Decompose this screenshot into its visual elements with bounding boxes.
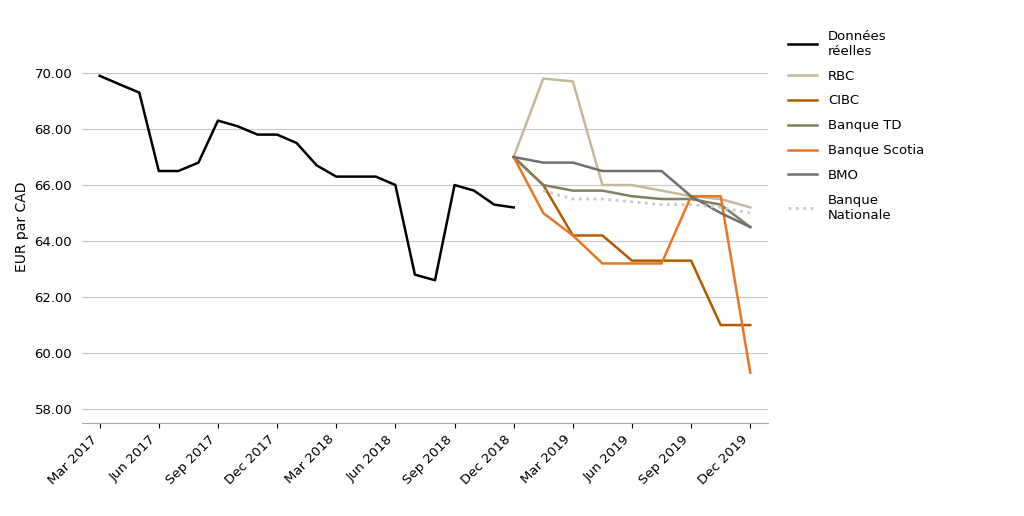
RBC xyxy=(715,196,727,202)
Banque TD xyxy=(685,196,697,202)
Données
réelles xyxy=(193,159,205,166)
CIBC xyxy=(566,232,579,238)
BMO xyxy=(655,168,668,174)
CIBC xyxy=(508,154,520,160)
BMO xyxy=(626,168,638,174)
BMO xyxy=(596,168,608,174)
Y-axis label: EUR par CAD: EUR par CAD xyxy=(15,182,29,272)
BMO xyxy=(508,154,520,160)
Banque
Nationale xyxy=(566,196,579,202)
Données
réelles xyxy=(488,202,501,208)
Banque Scotia xyxy=(596,261,608,267)
CIBC xyxy=(715,322,727,328)
Banque
Nationale xyxy=(655,202,668,208)
CIBC xyxy=(685,257,697,264)
CIBC xyxy=(655,257,668,264)
Banque Scotia xyxy=(685,193,697,199)
RBC xyxy=(538,75,550,82)
RBC xyxy=(566,78,579,85)
Banque TD xyxy=(566,187,579,194)
Données
réelles xyxy=(113,81,125,87)
Données
réelles xyxy=(508,204,520,211)
Line: CIBC: CIBC xyxy=(514,157,751,325)
Banque Scotia xyxy=(508,154,520,160)
Données
réelles xyxy=(429,277,441,283)
RBC xyxy=(655,187,668,194)
Données
réelles xyxy=(409,271,421,278)
Banque Scotia xyxy=(715,193,727,199)
Banque
Nationale xyxy=(626,199,638,205)
Banque
Nationale xyxy=(744,210,757,216)
Données
réelles xyxy=(310,163,323,169)
RBC xyxy=(626,182,638,188)
Banque
Nationale xyxy=(596,196,608,202)
Line: Banque TD: Banque TD xyxy=(514,157,751,227)
Banque TD xyxy=(655,196,668,202)
Banque TD xyxy=(508,154,520,160)
Banque Scotia xyxy=(626,261,638,267)
Banque TD xyxy=(596,187,608,194)
Données
réelles xyxy=(231,123,244,130)
Données
réelles xyxy=(212,118,224,124)
Line: BMO: BMO xyxy=(514,157,751,227)
Banque
Nationale xyxy=(715,204,727,211)
Données
réelles xyxy=(291,140,303,146)
Banque Scotia xyxy=(655,261,668,267)
Line: Banque
Nationale: Banque Nationale xyxy=(544,190,751,213)
RBC xyxy=(685,193,697,199)
Données
réelles xyxy=(133,89,145,95)
Données
réelles xyxy=(468,187,480,194)
Banque TD xyxy=(626,193,638,199)
Line: Données
réelles: Données réelles xyxy=(99,76,514,280)
Données
réelles xyxy=(389,182,401,188)
CIBC xyxy=(626,257,638,264)
Line: RBC: RBC xyxy=(514,78,751,207)
Données
réelles xyxy=(252,132,264,138)
Données
réelles xyxy=(172,168,184,174)
RBC xyxy=(596,182,608,188)
BMO xyxy=(744,224,757,230)
Données
réelles xyxy=(93,73,105,79)
Banque TD xyxy=(538,182,550,188)
BMO xyxy=(715,210,727,216)
Banque
Nationale xyxy=(538,187,550,194)
Données
réelles xyxy=(330,173,342,180)
Données
réelles xyxy=(370,173,382,180)
Legend: Données
réelles, RBC, CIBC, Banque TD, Banque Scotia, BMO, Banque
Nationale: Données réelles, RBC, CIBC, Banque TD, B… xyxy=(788,30,924,222)
CIBC xyxy=(538,182,550,188)
Données
réelles xyxy=(271,132,284,138)
Banque Scotia xyxy=(744,369,757,376)
Banque Scotia xyxy=(566,232,579,238)
BMO xyxy=(566,159,579,166)
Banque TD xyxy=(715,202,727,208)
RBC xyxy=(744,204,757,211)
RBC xyxy=(508,154,520,160)
Banque Scotia xyxy=(538,210,550,216)
CIBC xyxy=(744,322,757,328)
Données
réelles xyxy=(449,182,461,188)
Banque TD xyxy=(744,224,757,230)
BMO xyxy=(685,193,697,199)
Données
réelles xyxy=(349,173,361,180)
BMO xyxy=(538,159,550,166)
CIBC xyxy=(596,232,608,238)
Données
réelles xyxy=(153,168,165,174)
Banque
Nationale xyxy=(685,202,697,208)
Line: Banque Scotia: Banque Scotia xyxy=(514,157,751,373)
